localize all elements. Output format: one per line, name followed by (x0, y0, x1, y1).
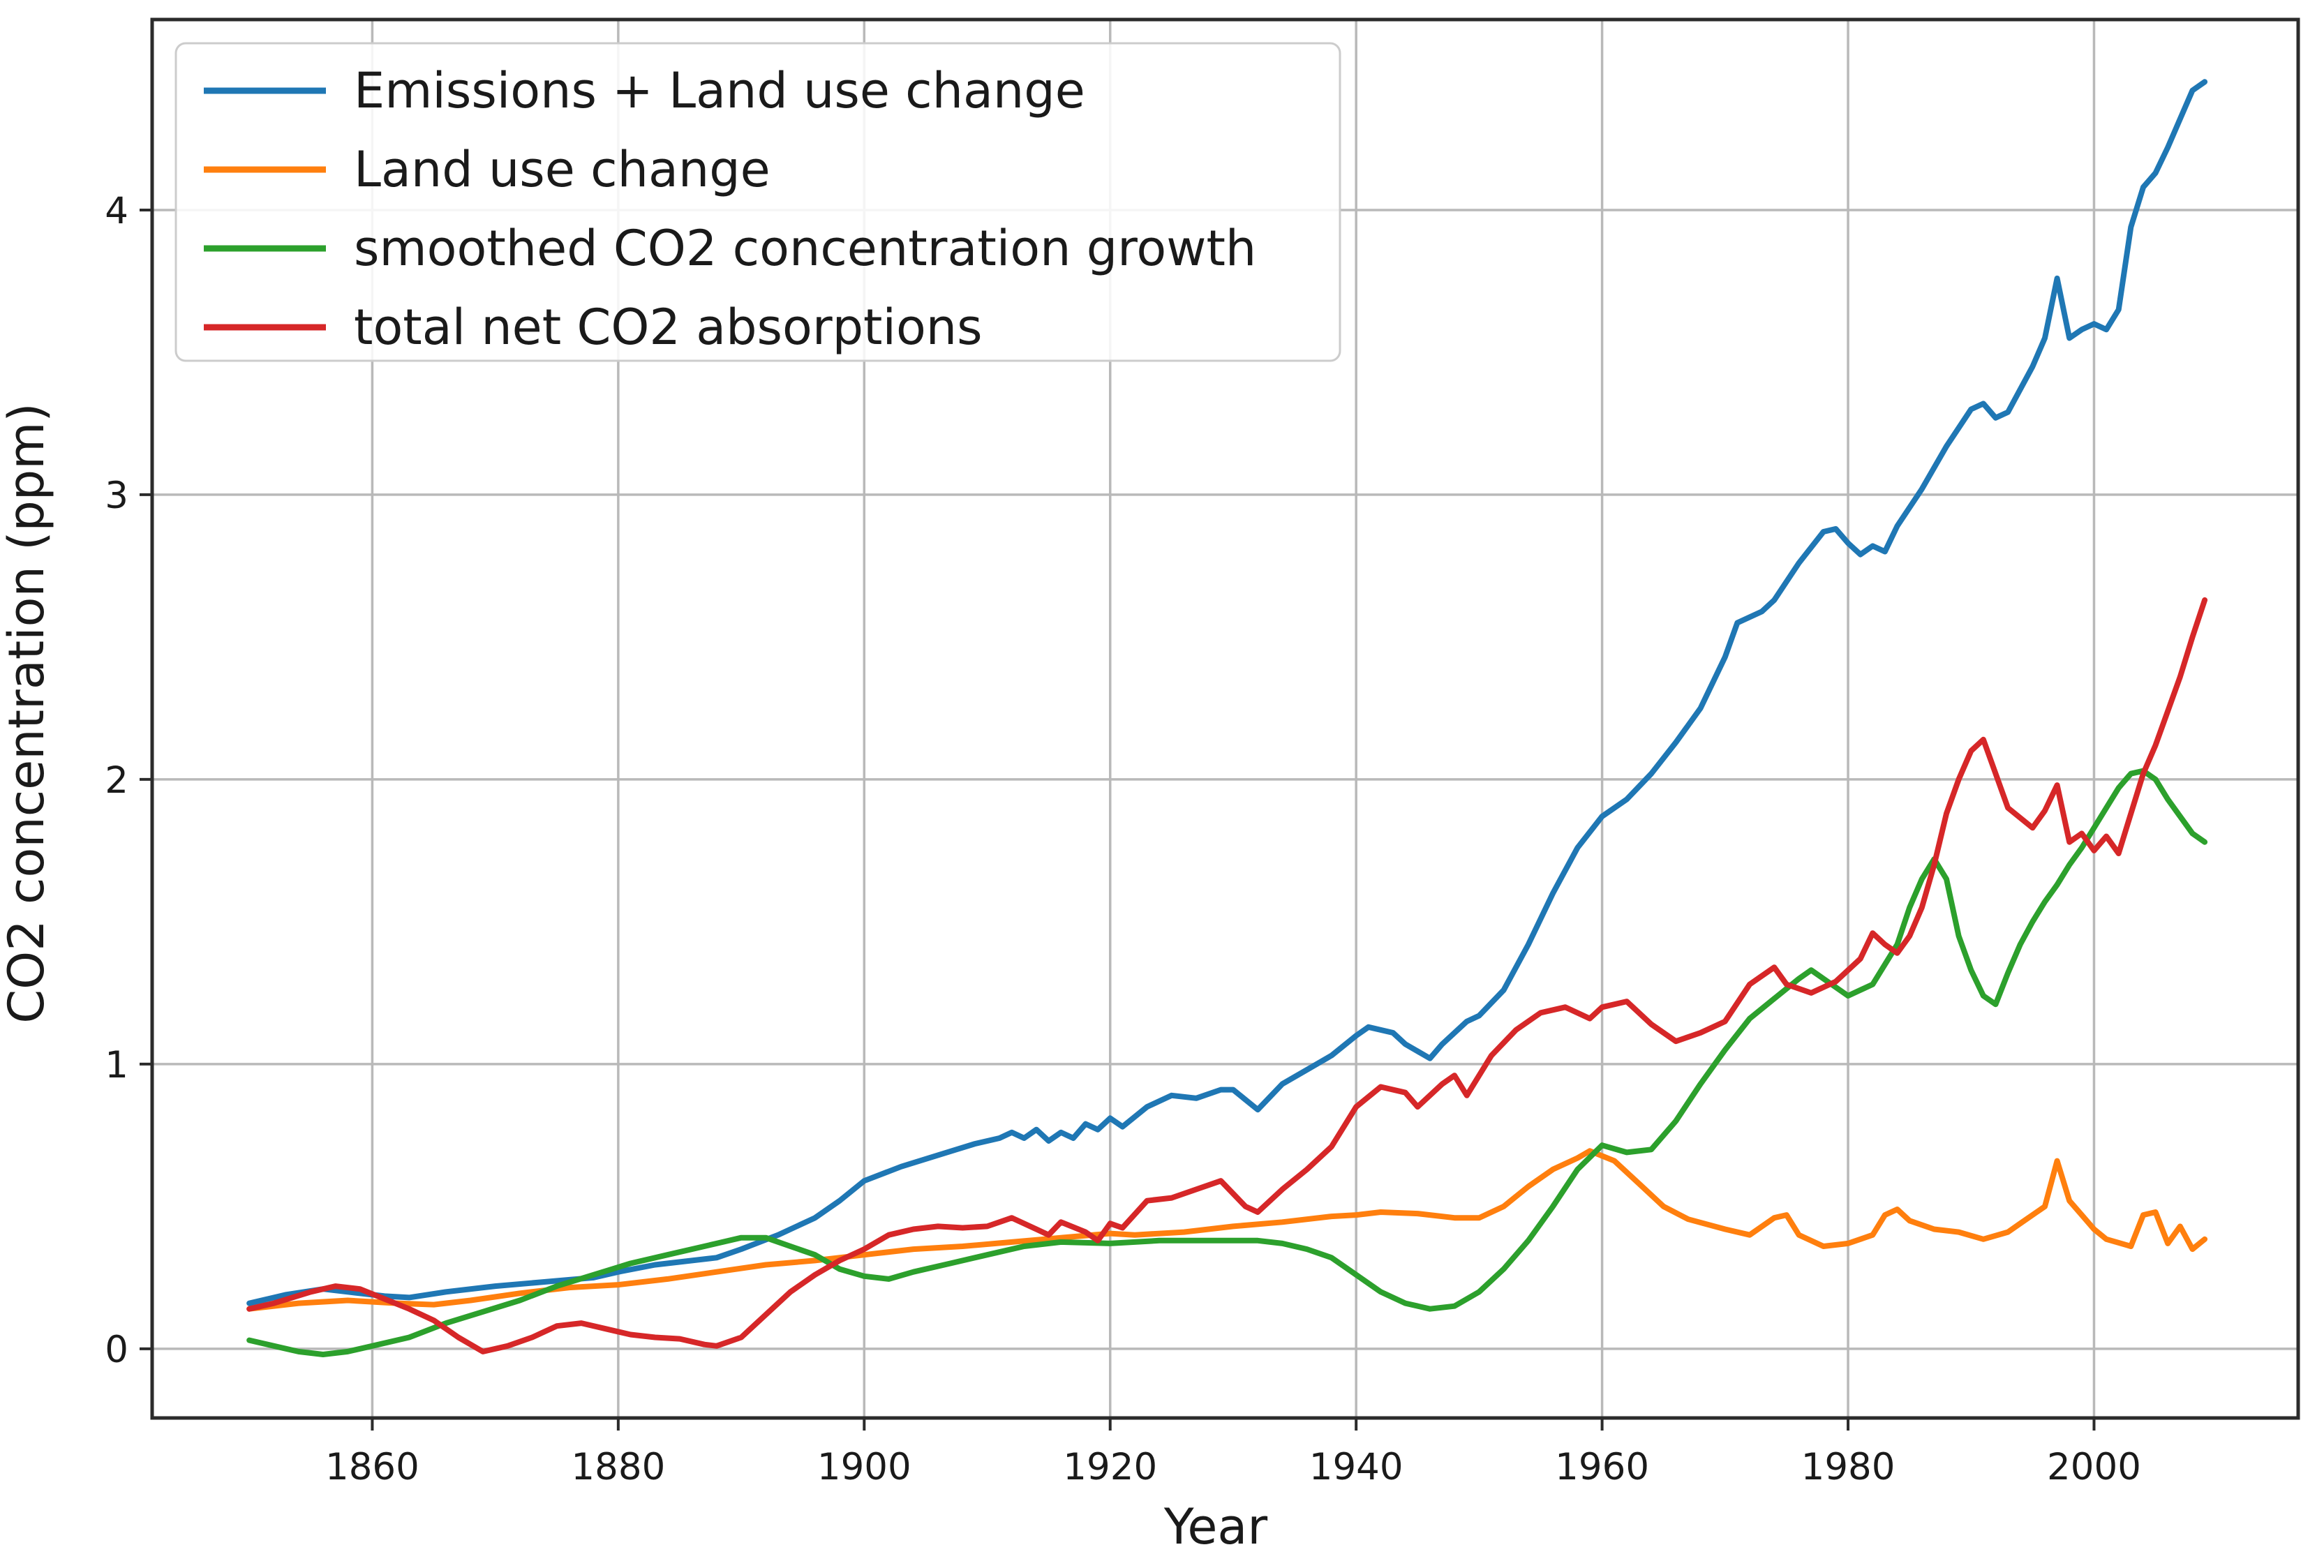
x-tick-label: 2000 (2047, 1446, 2141, 1488)
legend-label: Land use change (354, 141, 770, 198)
series-line-total-net-co2-absorptions (246, 597, 2208, 1354)
series-line-smoothed-co2-concentration-growth (246, 768, 2208, 1357)
y-tick-label: 1 (105, 1044, 128, 1087)
x-tick-label: 1940 (1309, 1446, 1403, 1488)
series-line-emissions-land-use-change (246, 79, 2208, 1306)
axis-ticks: 1860 1880 1900 1920 1940 1960 1980 2000 0 1 2 3 4 (105, 190, 2141, 1488)
legend-label: Emissions + Land use change (354, 62, 1085, 119)
x-tick-label: 1900 (817, 1446, 911, 1488)
x-tick-label: 1920 (1063, 1446, 1157, 1488)
y-tick-label: 0 (105, 1329, 128, 1371)
x-tick-label: 1980 (1801, 1446, 1895, 1488)
plot-border (150, 17, 2300, 1420)
legend-label: smoothed CO2 concentration growth (354, 220, 1256, 277)
x-axis-label: Year (1163, 1498, 1267, 1555)
legend-entry: total net CO2 absorptions (204, 299, 983, 356)
y-tick-label: 2 (105, 759, 128, 802)
x-tick-label: 1960 (1555, 1446, 1649, 1488)
legend-entry: Emissions + Land use change (204, 62, 1085, 119)
legend-entry: Land use change (204, 141, 770, 198)
y-tick-label: 3 (105, 475, 128, 517)
legend-entry: smoothed CO2 concentration growth (204, 220, 1256, 277)
x-tick-label: 1880 (571, 1446, 665, 1488)
y-tick-label: 4 (105, 190, 128, 232)
legend-label: total net CO2 absorptions (354, 299, 983, 356)
series-line-land-use-change (246, 1148, 2208, 1312)
y-axis-label: CO2 concentration (ppm) (0, 403, 55, 1024)
x-tick-label: 1860 (325, 1446, 419, 1488)
legend: Emissions + Land use change Land use chan… (174, 42, 1341, 362)
legend-box (174, 42, 1341, 362)
series-lines (246, 79, 2208, 1357)
